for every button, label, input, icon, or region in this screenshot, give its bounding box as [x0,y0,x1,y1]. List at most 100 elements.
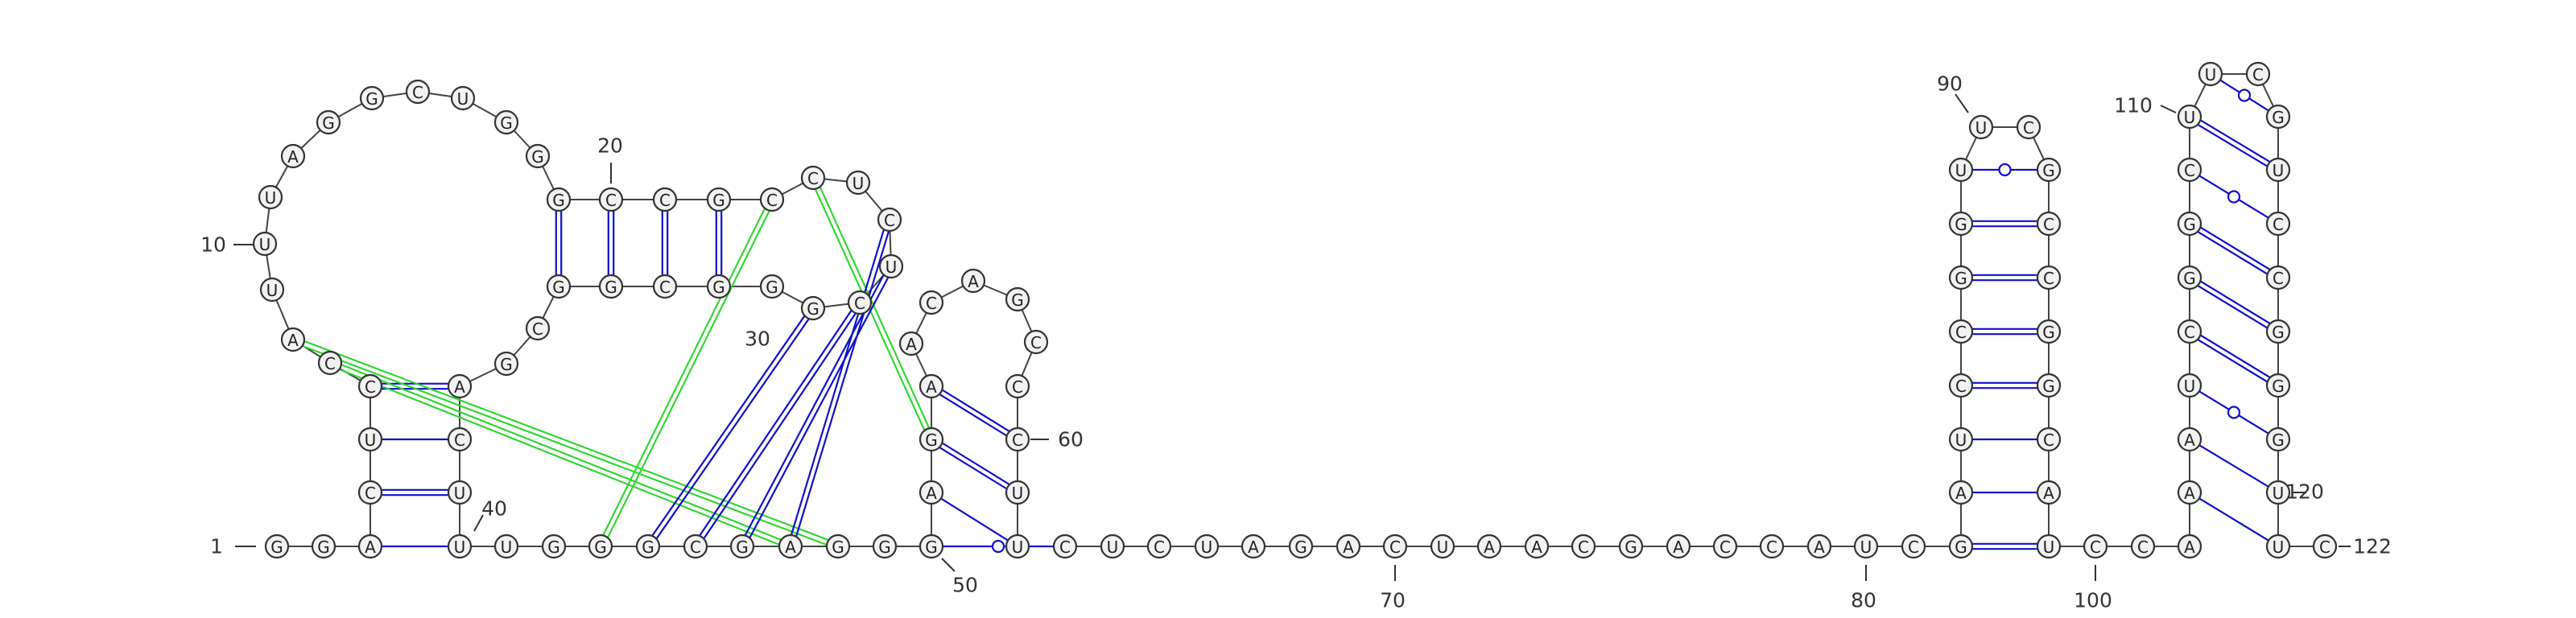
nucleotide-base-label: G [2272,377,2285,396]
nucleotide-60: C [1005,426,1030,452]
nucleotide-101: C [2130,534,2156,559]
nucleotide-116: C [2265,265,2291,290]
position-label-1: 1 [210,535,223,558]
position-tick [1955,93,1969,113]
nucleotide-62: U [1005,534,1030,559]
pseudoknot-pair-line [602,208,766,536]
nucleotide-18: G [525,143,551,169]
nucleotide-30: G [759,274,785,299]
nucleotide-base-label: U [1955,161,1967,180]
nucleotide-base-label: G [925,538,938,557]
nucleotide-base-label: G [547,538,560,557]
nucleotide-98: A [2036,480,2062,505]
nucleotide-base-label: G [1011,290,1024,310]
nucleotide-86: C [1948,319,1974,344]
nucleotide-42: G [541,534,567,559]
nucleotide-38: C [447,426,473,452]
nucleotide-base-label: G [552,278,565,297]
nucleotide-base-label: C [2023,118,2034,138]
nucleotide-base-label: A [785,538,796,557]
nucleotide-base-label: C [324,354,336,373]
position-label-110: 110 [2114,94,2153,117]
base-pair-line [940,497,1009,542]
nucleotide-29: G [800,295,826,321]
nucleotide-119: G [2265,426,2291,452]
nucleotide-37: A [447,373,473,399]
nucleotide-9: U [259,277,285,303]
nucleotide-115: C [2265,211,2291,237]
position-label-layer: 1 10 20 30 40 50 60 70 80 90 100 110 120… [200,72,2392,612]
nucleotide-25: U [845,170,871,196]
nucleotide-8: A [280,327,306,352]
nucleotide-base-label: U [2273,161,2285,180]
pseudoknot-pair-line [302,344,828,546]
nucleotide-base-label: G [2042,323,2055,342]
nucleotide-36: G [493,351,519,377]
nucleotide-19: G [546,187,572,212]
position-tick [941,558,956,572]
position-label-30: 30 [745,328,770,351]
nucleotide-base-label: U [1860,538,1872,557]
nucleotide-base-label: C [454,431,465,450]
nucleotide-base-label: C [1719,538,1731,557]
nucleotide-base-label: G [2272,431,2285,450]
nucleotide-102: A [2177,534,2202,559]
nucleotide-base-label: G [2272,108,2285,127]
nucleotide-114: U [2265,157,2291,183]
nucleotide-base-label: U [1012,484,1024,503]
wobble-pair-marker [2227,406,2241,419]
nucleotide-base-label: A [287,331,299,350]
nucleotide-46: G [729,534,755,559]
base-pair-line [2197,231,2268,275]
nucleotide-base-label: U [2184,377,2196,396]
nucleotide-22: G [706,187,732,212]
nucleotide-70: C [1382,534,1408,559]
nucleotide-4: C [357,480,383,505]
base-pair-line [939,447,1007,490]
nucleotide-61: U [1005,480,1030,505]
nucleotide-121: U [2265,534,2291,559]
wobble-pair-marker [1998,163,2012,177]
wobble-pair-marker [991,539,1005,554]
nucleotide-base-label: A [1248,538,1259,557]
nucleotide-base-label: C [659,278,671,297]
nucleotide-14: G [359,85,385,111]
nucleotide-base-label: C [1955,323,1967,342]
nucleotide-base-label: A [2184,484,2195,503]
nucleotide-base-label: A [2184,538,2195,557]
position-label-20: 20 [597,134,623,158]
nucleotide-27: U [878,253,904,279]
base-pair-line [2200,334,2271,378]
nucleotide-85: C [1948,373,1974,398]
nucleotide-base-label: C [2090,538,2101,557]
pseudoknot-pair-line [607,210,770,538]
nucleotide-97: C [2036,426,2062,452]
nucleotide-52: G [919,426,944,452]
long-range-pair-line [655,318,810,539]
nucleotide-base-label: G [500,113,513,133]
nucleotide-base-label: G [552,191,565,210]
nucleotide-77: C [1712,534,1738,559]
nucleotide-base-label: C [1578,538,1589,557]
nucleotide-base-label: G [736,538,749,557]
nucleotide-84: U [1948,426,1974,452]
nucleotide-base-label: G [832,538,844,557]
nucleotide-base-label: C [2184,323,2195,342]
position-label-80: 80 [1851,589,1876,612]
nucleotide-58: C [1023,329,1049,355]
nucleotide-base-label: C [1955,377,1967,396]
nucleotide-base-label: C [2043,215,2054,234]
nucleotide-118: G [2265,373,2291,398]
backbone-layer [264,73,2325,547]
nucleotide-base-label: G [642,538,654,557]
position-label-40: 40 [481,497,507,521]
nucleotide-base-label: C [1012,431,1023,450]
nucleotide-base-label: A [926,484,937,503]
nucleotide-99: U [2036,534,2062,559]
nucleotide-28: C [847,290,873,315]
nucleotide-95: G [2036,319,2062,344]
nucleotide-base-label: C [365,377,376,397]
nucleotide-54: A [898,331,924,356]
nucleotide-105: U [2177,373,2202,398]
nucleotide-20: C [598,187,624,212]
